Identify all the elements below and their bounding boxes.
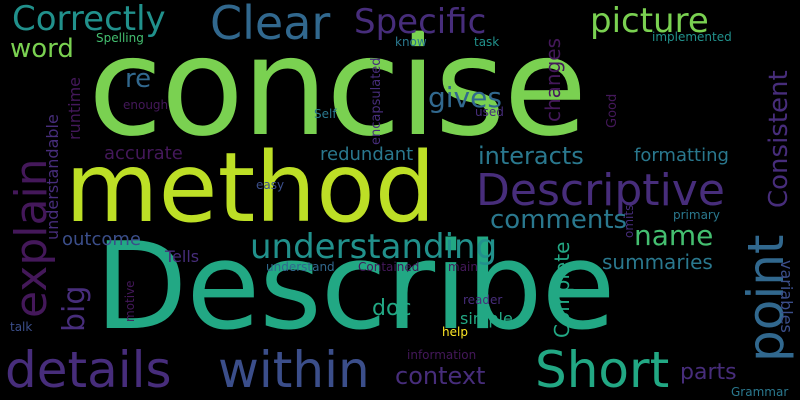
word-main: main xyxy=(448,260,478,274)
word-good: Good xyxy=(605,93,620,128)
word-big: big xyxy=(57,285,92,332)
word-reader: reader xyxy=(463,293,503,307)
word-correctly: Correctly xyxy=(12,0,166,39)
word-grammar: Grammar xyxy=(731,385,789,399)
word-encapsulated: encapsulated xyxy=(369,57,384,145)
word-method: method xyxy=(65,132,436,244)
word-spelling: Spelling xyxy=(96,31,144,45)
word-interacts: interacts xyxy=(478,142,584,170)
word-formatting: formatting xyxy=(634,145,729,166)
word-redundant: redundant xyxy=(320,144,414,165)
word-name: name xyxy=(634,219,714,252)
word-describe: Describe xyxy=(95,218,615,357)
word-easy: easy xyxy=(256,178,285,192)
word-runtime: runtime xyxy=(65,76,84,140)
word-know: know xyxy=(395,35,427,49)
word-tells: Tells xyxy=(165,247,200,266)
word-self: Self xyxy=(314,107,337,121)
word-specific: Specific xyxy=(354,2,487,42)
word-consistent: Consistent xyxy=(764,70,794,208)
word-summaries: summaries xyxy=(602,250,713,274)
word-clear: Clear xyxy=(210,0,331,50)
word-doc: doc xyxy=(372,296,412,321)
word-information: information xyxy=(407,348,477,362)
word-within: within xyxy=(218,341,370,399)
word-changes: changes xyxy=(541,37,565,122)
word-contained: Contained xyxy=(358,260,420,274)
word-picture: picture xyxy=(590,1,709,41)
word-enough: enough xyxy=(123,98,169,112)
word-parts: parts xyxy=(680,360,737,385)
word-used: used xyxy=(475,105,504,119)
word-context: context xyxy=(395,362,486,390)
word-implemented: implemented xyxy=(652,30,732,44)
word-understandable: understandable xyxy=(43,114,62,240)
word-task: task xyxy=(474,35,500,49)
word-gives: gives xyxy=(428,81,502,114)
word-concise: concise xyxy=(88,9,587,167)
word-talk: talk xyxy=(10,320,33,334)
word-help: help xyxy=(442,325,468,339)
word-motive: motive xyxy=(123,280,137,322)
word-comments: comments xyxy=(490,205,628,235)
word-simple: simple xyxy=(460,309,513,328)
word-outcome: outcome xyxy=(62,229,141,250)
word-understand: understand xyxy=(266,260,335,274)
word-variables: variables xyxy=(777,260,796,333)
word-short: Short xyxy=(535,341,670,399)
word-complete: Complete xyxy=(550,241,574,338)
word-word: word xyxy=(10,34,74,64)
word-understanding: understanding xyxy=(250,227,498,267)
word-primary: primary xyxy=(673,208,720,222)
word-accurate: accurate xyxy=(104,143,183,164)
word-details: details xyxy=(5,341,172,399)
word-descriptive: Descriptive xyxy=(476,165,725,216)
word-re: re xyxy=(125,64,152,94)
